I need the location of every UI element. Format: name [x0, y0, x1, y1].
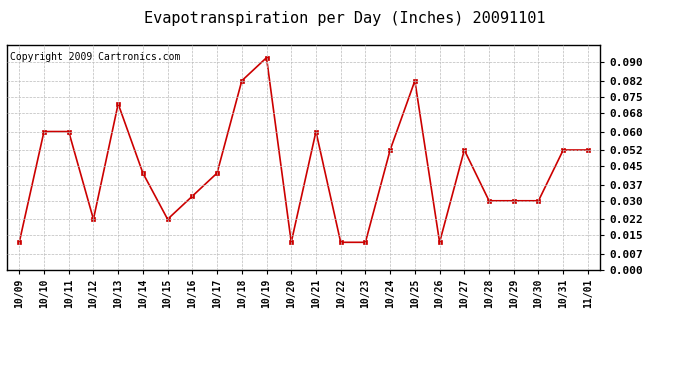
Text: Evapotranspiration per Day (Inches) 20091101: Evapotranspiration per Day (Inches) 2009… [144, 11, 546, 26]
Text: Copyright 2009 Cartronics.com: Copyright 2009 Cartronics.com [10, 52, 180, 62]
